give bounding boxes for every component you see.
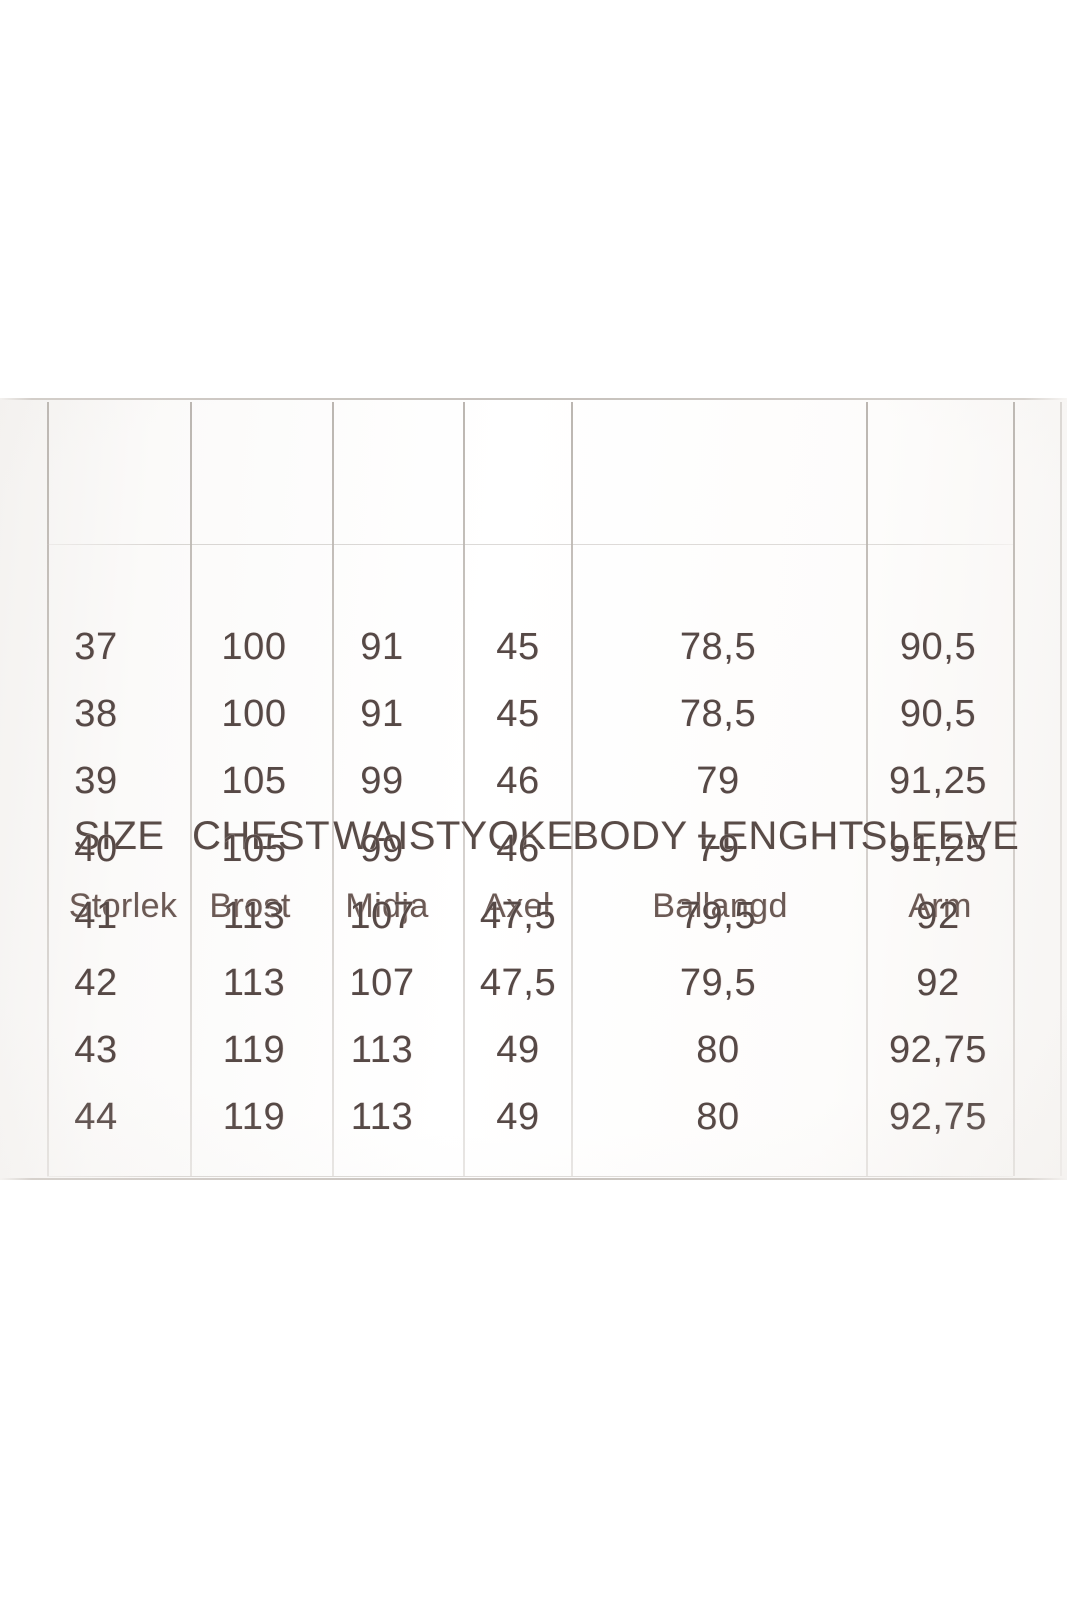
column-rule-chest-waist <box>332 402 334 1176</box>
cell-yoke: 47,5 <box>479 962 557 1004</box>
cell-sleeve: 92,75 <box>888 1096 988 1139</box>
column-rule-body-sleeve <box>866 402 868 1176</box>
column-subheader-ballangd: Ballangd <box>652 887 788 925</box>
cell-size: 40 <box>74 827 118 870</box>
cell-size: 44 <box>74 1096 118 1139</box>
cell-waist: 107 <box>349 962 415 1004</box>
column-rule-far-right <box>1060 402 1062 1176</box>
cell-body-lenght: 79 <box>696 827 740 870</box>
column-header-size: SIZE <box>73 814 165 858</box>
cell-waist: 99 <box>360 760 404 803</box>
cell-size: 39 <box>74 760 118 803</box>
cell-sleeve: 92 <box>916 962 960 1004</box>
cell-yoke: 45 <box>496 693 540 736</box>
cell-body-lenght: 80 <box>696 1096 740 1139</box>
cell-yoke: 49 <box>496 1096 540 1139</box>
cell-yoke: 47,5 <box>479 894 557 937</box>
cell-yoke: 46 <box>496 760 540 803</box>
cell-body-lenght: 78,5 <box>679 693 757 736</box>
column-header-body-lenght: BODY LENGHT <box>572 814 864 858</box>
cell-chest: 105 <box>221 760 287 803</box>
cell-yoke: 46 <box>496 827 540 870</box>
cell-body-lenght: 80 <box>696 1029 740 1072</box>
cell-size: 42 <box>74 962 118 1004</box>
cell-body-lenght: 79,5 <box>679 894 757 937</box>
cell-yoke: 49 <box>496 1029 540 1072</box>
label-top-edge <box>0 398 1067 400</box>
column-subheader-brost: Brost <box>209 887 291 925</box>
cell-chest: 113 <box>222 894 286 937</box>
cell-waist: 113 <box>350 1029 414 1072</box>
cell-body-lenght: 78,5 <box>679 626 757 668</box>
column-rule-yoke-body <box>571 402 573 1176</box>
cell-sleeve: 92,75 <box>888 1029 988 1072</box>
column-header-waist: WAIST <box>333 814 461 858</box>
cell-size: 43 <box>74 1029 118 1072</box>
cell-chest: 100 <box>221 626 287 668</box>
cell-sleeve: 91,25 <box>888 827 988 870</box>
cell-waist: 91 <box>360 626 404 668</box>
table-body-rule <box>47 1176 1013 1177</box>
cell-sleeve: 92 <box>916 894 960 937</box>
cell-size: 37 <box>74 626 118 668</box>
size-chart-label: SIZE CHEST WAIST YOKE BODY LENGHT SLEEVE… <box>0 398 1067 1180</box>
cell-sleeve: 90,5 <box>899 626 977 668</box>
cell-waist: 91 <box>360 693 404 736</box>
cell-waist: 99 <box>360 827 404 870</box>
cell-body-lenght: 79,5 <box>679 962 757 1004</box>
cell-body-lenght: 79 <box>696 760 740 803</box>
cell-chest: 119 <box>222 1096 286 1139</box>
size-chart-table: SIZE CHEST WAIST YOKE BODY LENGHT SLEEVE… <box>0 398 1067 1180</box>
column-header-yoke: YOKE <box>460 814 574 858</box>
cell-yoke: 45 <box>496 626 540 668</box>
column-subheader-midja: Midja <box>345 887 429 925</box>
cell-chest: 100 <box>221 693 287 736</box>
cell-chest: 105 <box>221 827 287 870</box>
column-header-sleeve: SLEEVE <box>860 814 1020 858</box>
cell-size: 38 <box>74 693 118 736</box>
column-subheader-storlek: Storlek <box>68 887 178 925</box>
column-rule-waist-yoke <box>463 402 465 1176</box>
cell-sleeve: 90,5 <box>899 693 977 736</box>
cell-sleeve: 91,25 <box>888 760 988 803</box>
column-rule-left <box>47 402 49 1176</box>
column-subheader-axel: Axel <box>483 887 551 925</box>
cell-waist: 113 <box>350 1096 414 1139</box>
label-bottom-edge <box>0 1178 1067 1180</box>
column-subheader-arm: Arm <box>908 887 972 925</box>
cell-chest: 119 <box>222 1029 286 1072</box>
column-header-chest: CHEST <box>191 814 331 858</box>
cell-chest: 113 <box>222 962 286 1004</box>
cell-size: 41 <box>74 894 118 937</box>
cell-waist: 107 <box>349 894 415 937</box>
header-rule <box>47 544 1013 545</box>
column-rule-right <box>1013 402 1015 1176</box>
column-rule-size-chest <box>190 402 192 1176</box>
